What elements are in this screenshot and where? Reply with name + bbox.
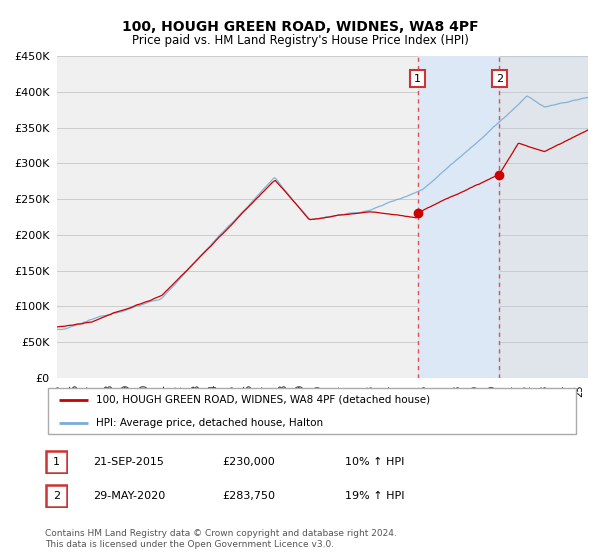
Text: £283,750: £283,750: [222, 491, 275, 501]
Text: HPI: Average price, detached house, Halton: HPI: Average price, detached house, Halt…: [95, 418, 323, 427]
Text: 10% ↑ HPI: 10% ↑ HPI: [345, 457, 404, 467]
Text: 100, HOUGH GREEN ROAD, WIDNES, WA8 4PF (detached house): 100, HOUGH GREEN ROAD, WIDNES, WA8 4PF (…: [95, 395, 430, 404]
Text: 100, HOUGH GREEN ROAD, WIDNES, WA8 4PF: 100, HOUGH GREEN ROAD, WIDNES, WA8 4PF: [122, 20, 478, 34]
Text: 2: 2: [496, 73, 503, 83]
Text: 1: 1: [414, 73, 421, 83]
Text: 2: 2: [53, 491, 60, 501]
Text: Contains HM Land Registry data © Crown copyright and database right 2024.
This d: Contains HM Land Registry data © Crown c…: [45, 529, 397, 549]
Text: 19% ↑ HPI: 19% ↑ HPI: [345, 491, 404, 501]
Text: 29-MAY-2020: 29-MAY-2020: [93, 491, 165, 501]
Text: 21-SEP-2015: 21-SEP-2015: [93, 457, 164, 467]
Bar: [499, 56, 588, 378]
Text: 1: 1: [53, 457, 60, 467]
Bar: [418, 56, 499, 378]
Text: £230,000: £230,000: [222, 457, 275, 467]
Text: Price paid vs. HM Land Registry's House Price Index (HPI): Price paid vs. HM Land Registry's House …: [131, 34, 469, 46]
